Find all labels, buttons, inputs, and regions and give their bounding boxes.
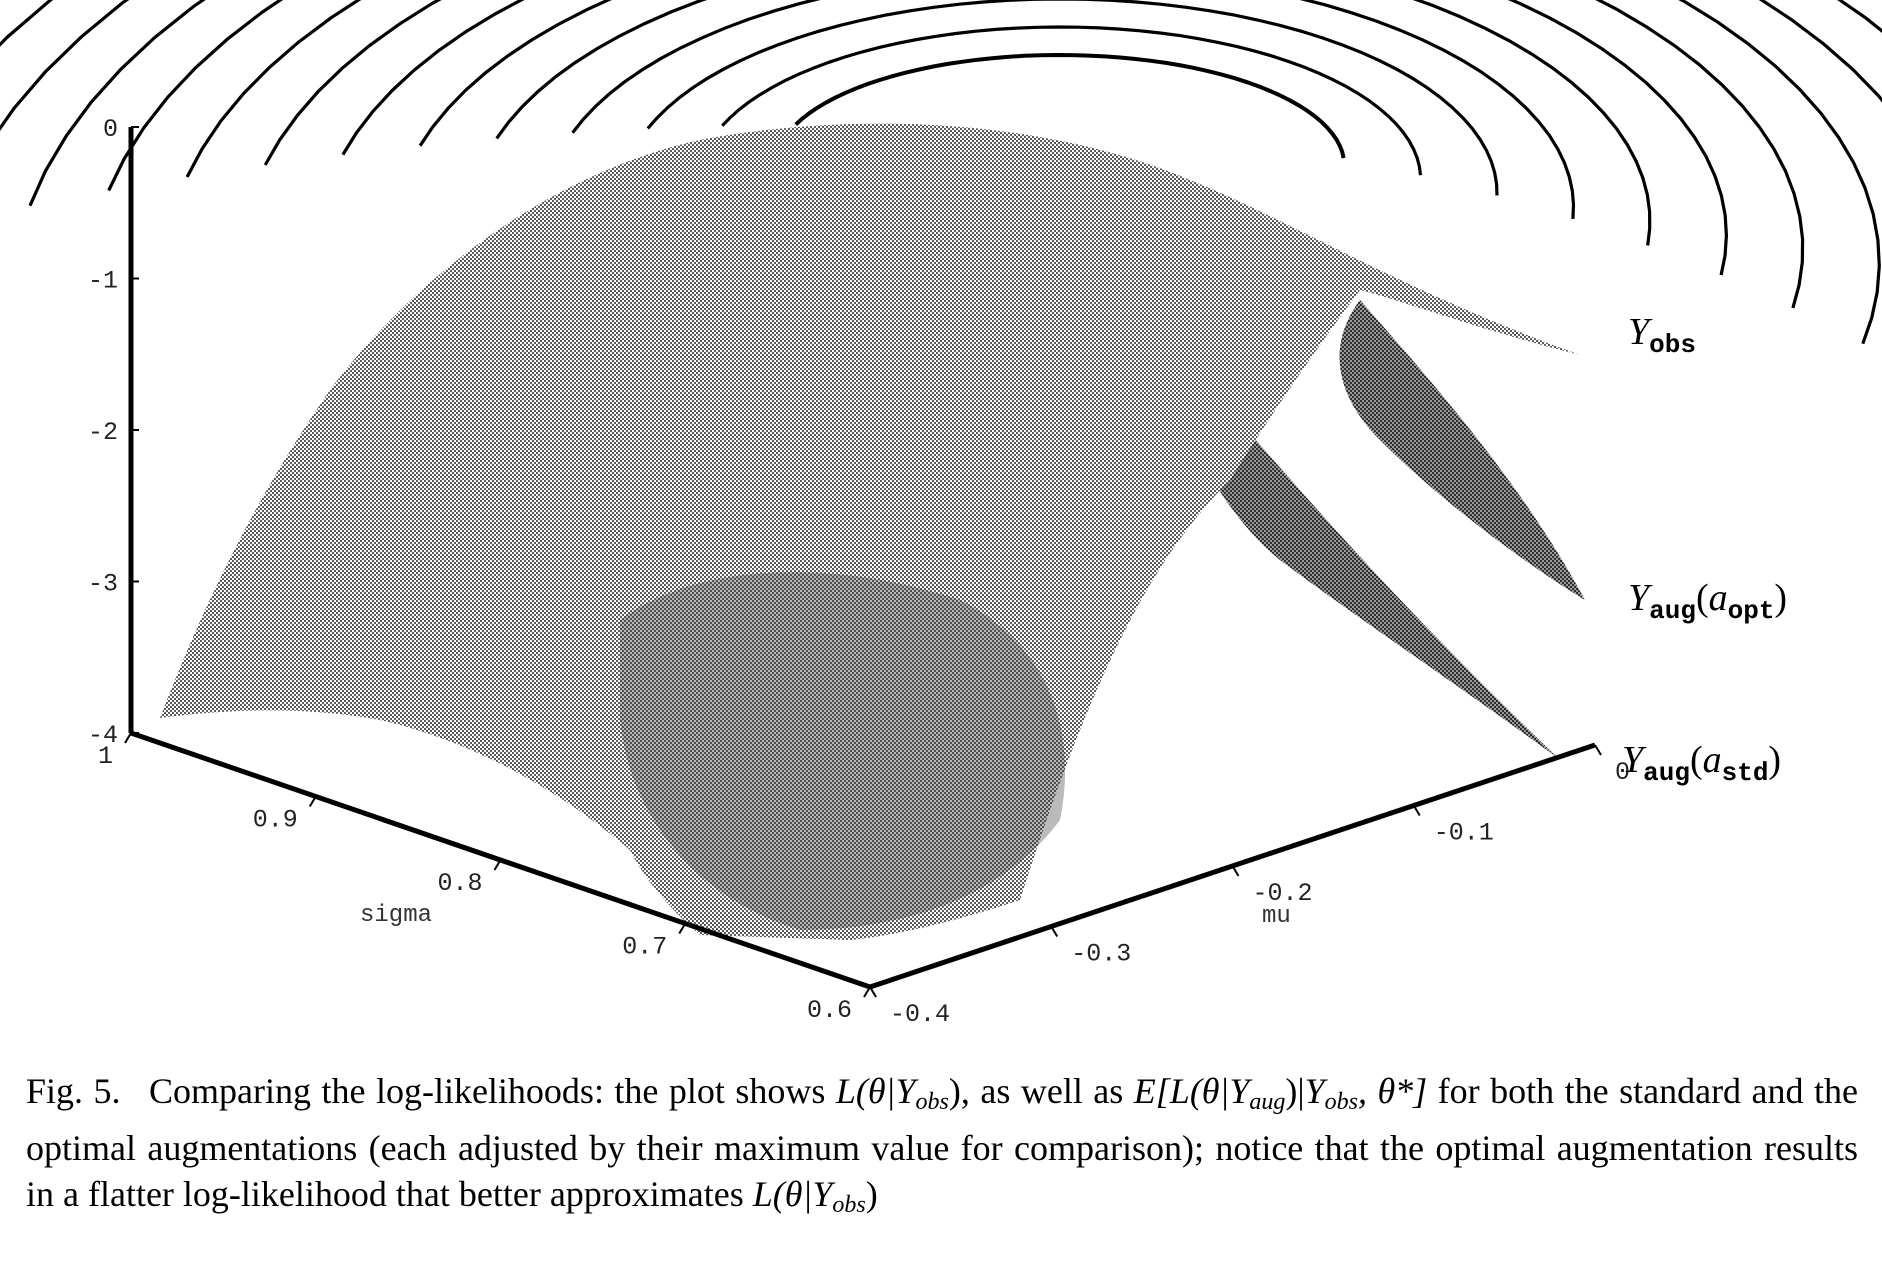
caption-math-L1: L(θ| [835, 1071, 896, 1111]
z-tick-label: 0 [103, 115, 118, 144]
contour-line [571, 0, 1576, 219]
contour-line [495, 0, 1652, 246]
x-tick-mark [863, 986, 871, 998]
series-label: Yobs [1628, 311, 1696, 360]
caption-label: Fig. 5. [26, 1071, 121, 1111]
surface-yaug-opt [1339, 300, 1585, 600]
surface-shadow [620, 572, 1066, 930]
z-tick-label: -3 [88, 570, 118, 599]
contour-line [341, 0, 1805, 309]
caption-text-2: , as well as [960, 1071, 1134, 1111]
y-tick-mark [1412, 804, 1421, 817]
z-tick-label: -4 [88, 721, 118, 750]
surface-plot: 0 -1 -2 -3 -4 0.6 0.7 0.8 0.9 1 -0.4 -0.3 -0.2 -0.10 … [0, 0, 1882, 1029]
contour-line [418, 0, 1729, 276]
caption-math-E: E[L(θ| [1133, 1071, 1230, 1111]
series-label: Yaug(astd) [1622, 739, 1781, 788]
caption-math-obs3: obs [1324, 1089, 1358, 1115]
caption-text-1: Comparing the log-likelihoods: the plot … [149, 1071, 836, 1111]
y-tick-mark [1050, 925, 1059, 938]
y-tick-mark [869, 986, 877, 998]
caption-text-3: for both the standard and the optimal au… [26, 1071, 1858, 1214]
surface-yobs [160, 123, 1580, 940]
caption-math-Y4: Y [812, 1174, 833, 1214]
caption-math-close1: ) [948, 1071, 961, 1111]
x-tick-mark [308, 795, 317, 808]
caption-math-close4: ) [865, 1174, 878, 1214]
z-tick-label: -2 [88, 418, 118, 447]
caption-math-Y1: Y [895, 1071, 916, 1111]
y-tick-label: 0 [1615, 758, 1630, 787]
y-tick-label: -0.2 [1253, 879, 1313, 908]
series-labels: Yobs Yaug(aopt) Yaug(astd) [1622, 311, 1787, 788]
contour-line [263, 0, 1881, 345]
likelihood-surfaces [160, 123, 1585, 940]
x-tick-label: 0.7 [622, 933, 667, 962]
tick-labels: 0 -1 -2 -3 -4 0.6 0.7 0.8 0.9 1 -0.4 -0.3 -0.2 -0.1 0 [88, 115, 1630, 1029]
contour-line [794, 52, 1346, 159]
x-tick-mark [678, 922, 687, 935]
contour-line [721, 25, 1423, 176]
x-axis-label: sigma [360, 902, 432, 929]
y-tick-label: -0.3 [1071, 940, 1131, 969]
figure-caption: Fig. 5. Comparing the log-likelihoods: t… [26, 1068, 1858, 1228]
x-tick-mark [124, 732, 132, 744]
y-tick-mark [1594, 744, 1602, 756]
x-tick-mark [493, 859, 502, 871]
y-tick-label: -0.1 [1434, 819, 1494, 848]
caption-math-obs4: obs [832, 1192, 866, 1218]
y-axis-label: mu [1262, 903, 1291, 930]
caption-math-Y3: Y [1304, 1071, 1325, 1111]
caption-math-Y2: Y [1229, 1071, 1250, 1111]
x-tick-label: 0.6 [807, 996, 852, 1025]
x-tick-label: 0.9 [253, 806, 298, 835]
x-tick-label: 1 [98, 742, 113, 771]
contour-lines [0, 0, 1882, 345]
series-label: Yaug(aopt) [1628, 577, 1787, 626]
caption-math-theta: , θ*] [1358, 1071, 1428, 1111]
caption-math-aug2: aug [1249, 1089, 1286, 1115]
caption-math-L4: L(θ| [752, 1174, 813, 1214]
y-tick-label: -0.4 [890, 1000, 950, 1029]
z-tick-label: -1 [88, 267, 118, 296]
caption-math-obs1: obs [915, 1089, 949, 1115]
contour-line [646, 0, 1499, 196]
x-tick-label: 0.8 [437, 869, 482, 898]
y-tick-mark [1231, 865, 1240, 877]
caption-math-close2: )| [1285, 1071, 1305, 1111]
